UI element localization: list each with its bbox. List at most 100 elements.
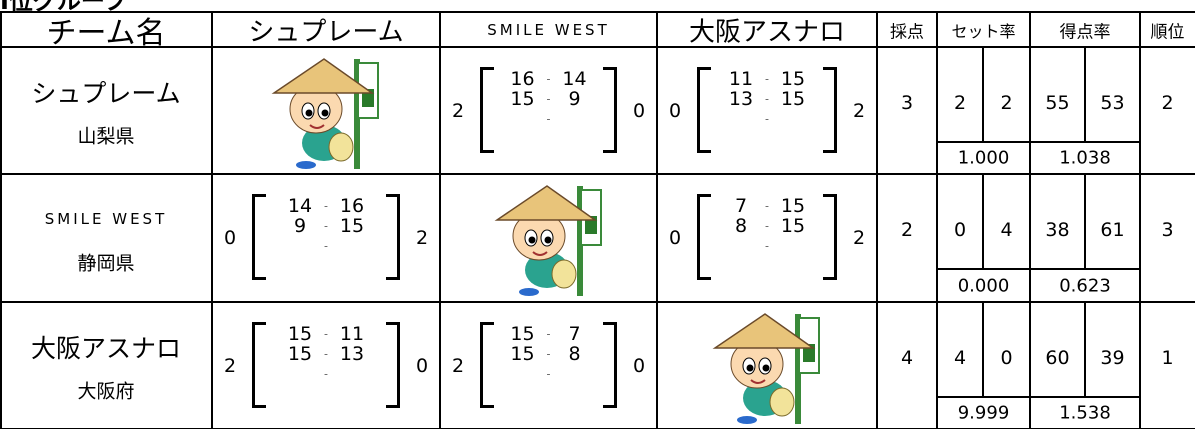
rule [937,268,1140,270]
set-score: 15 [510,343,535,365]
bracket-right [823,194,837,280]
prefecture: 山梨県 [77,125,135,148]
points-against: 61 [1100,219,1125,241]
sets-right: 2 [415,227,429,249]
rule [0,173,1195,175]
set-score: 15 [780,195,806,217]
rule [982,47,984,142]
column-header: 得点率 [1059,22,1111,42]
rule [1084,174,1086,269]
mascot-svg [712,312,820,424]
sets-right: 2 [852,99,866,122]
score: 2 [900,219,914,241]
set-score: 7 [568,323,581,345]
column-header: 採点 [890,22,924,42]
bracket-right [386,194,400,280]
dash: - [765,239,769,253]
set-score: 9 [293,215,307,237]
set-score: 11 [339,323,365,345]
point-rate: 1.538 [1059,402,1111,424]
rule [876,12,878,429]
dash: - [546,112,551,126]
sets-left: 2 [451,354,465,377]
set-score: 15 [780,88,806,110]
points-for: 38 [1045,219,1070,241]
rank: 1 [1161,346,1174,369]
column-header: シュプレーム [248,17,404,47]
rule [656,12,658,429]
score: 3 [900,91,914,114]
bracket-left [480,67,494,153]
sets-left: 0 [668,99,682,122]
score: 4 [900,346,914,369]
rule [1139,12,1141,429]
set-score: 8 [734,215,748,237]
set-score: 16 [510,68,535,90]
sets-lost: 4 [1000,219,1013,241]
rule [1084,47,1086,142]
bracket-right [386,322,400,408]
rank: 3 [1161,219,1174,241]
set-rate: 0.000 [957,275,1010,296]
column-header: セット率 [951,21,1016,41]
dash: - [324,219,328,233]
sets-won: 2 [953,91,967,114]
column-header: チーム名 [46,15,166,51]
dash: - [765,92,769,106]
sets-right: 2 [852,227,866,249]
points-for: 60 [1045,346,1070,369]
bracket-right [823,67,837,153]
set-score: 13 [339,343,365,365]
sets-left: 0 [223,227,237,249]
dash: - [546,367,551,381]
team-name: 大阪アスナロ [30,334,182,363]
bracket-left [480,322,494,408]
prefecture: 静岡県 [77,252,135,275]
points-against: 39 [1100,346,1125,369]
column-header: 順位 [1150,22,1185,42]
dash: - [324,239,328,253]
rule [937,141,1140,143]
sets-right: 0 [632,99,646,122]
sets-right: 0 [415,354,429,377]
dash: - [765,112,769,126]
bracket-left [697,67,711,153]
dash: - [324,367,328,381]
rank: 2 [1161,91,1174,114]
bracket-right [603,67,617,153]
rule [982,302,984,397]
set-score: 15 [339,215,365,237]
set-rate: 9.999 [957,402,1010,424]
team-name: SMILE WEST [44,210,168,228]
mascot [489,178,609,298]
rule [0,12,2,429]
set-score: 15 [287,323,313,345]
set-score: 14 [287,195,313,217]
sets-right: 0 [632,354,646,377]
set-score: 14 [562,68,587,90]
set-score: 15 [510,323,535,345]
set-rate: 1.000 [957,147,1010,169]
rule [936,12,938,429]
sets-left: 0 [668,227,682,249]
set-score: 8 [568,343,581,365]
dash: - [546,327,551,341]
rule [1084,302,1086,397]
rule [0,10,1195,14]
column-header: 大阪アスナロ [688,17,846,47]
points-against: 53 [1100,91,1125,114]
dash: - [765,219,769,233]
dash: - [324,327,328,341]
sets-left: 2 [223,354,237,377]
set-score: 7 [734,195,748,217]
dash: - [546,92,551,106]
mascot-svg [494,185,602,296]
team-name: シュプレーム [31,79,181,108]
sets-left: 2 [451,99,465,122]
dash: - [765,199,769,213]
dash: - [324,199,328,213]
sets-won: 4 [953,346,967,369]
dash: - [324,347,328,361]
column-header: SMILE WEST [487,20,610,39]
